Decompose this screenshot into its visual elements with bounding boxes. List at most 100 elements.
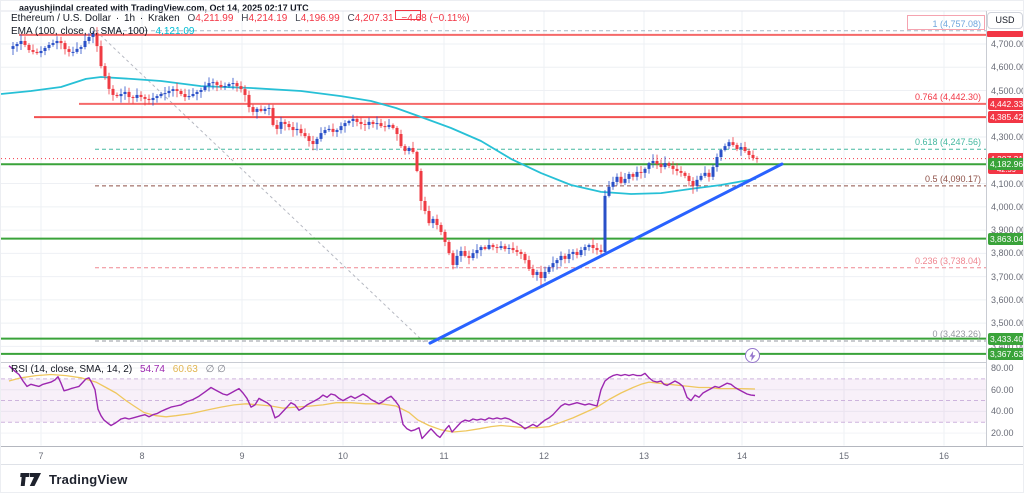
candle-body — [39, 50, 43, 54]
ascending-trendline[interactable] — [428, 162, 784, 345]
candle-body — [79, 47, 83, 49]
candle-body — [379, 123, 383, 127]
selection-box-fib-label — [907, 15, 985, 30]
fib-label-0.5: 0.5 (4,090.17) — [924, 173, 981, 184]
candle-body — [271, 107, 275, 125]
candle-body — [519, 251, 523, 255]
candle-body — [687, 175, 691, 182]
price-badge-4,385.42: 4,385.42 — [988, 111, 1024, 124]
rsi-line[interactable] — [8, 365, 756, 440]
candle-body — [251, 107, 255, 112]
candle-body — [507, 247, 511, 249]
price-tick-3600: 3,600.00 — [991, 294, 1024, 305]
candle-body — [47, 44, 51, 48]
candle-body — [219, 84, 223, 88]
ema-value: 4,121.09 — [155, 26, 195, 37]
candle-body — [207, 83, 211, 87]
candle-body — [447, 241, 451, 254]
time-tick-8: 8 — [139, 451, 145, 461]
candle-body — [215, 82, 219, 85]
chart-canvas[interactable] — [1, 1, 1024, 465]
candle-body — [167, 90, 171, 94]
fib-label-0.764: 0.764 (4,442.30) — [914, 91, 981, 102]
fib-trendline[interactable] — [95, 30, 425, 343]
time-tick-11: 11 — [439, 451, 449, 461]
footer-branding[interactable]: TradingView — [19, 469, 128, 489]
time-tick-16: 16 — [938, 451, 950, 461]
candle-body — [111, 88, 115, 95]
price-badge-3,863.04: 3,863.04 — [988, 232, 1024, 245]
lightning-icon — [749, 350, 756, 361]
ema-legend[interactable]: EMA (100, close, 0, SMA, 100) 4,121.09 — [11, 26, 194, 37]
candle-body — [699, 175, 703, 180]
rsi-tick-20: 20.00 — [991, 428, 1014, 439]
price-tick-4300: 4,300.00 — [991, 132, 1024, 143]
candle-body — [211, 82, 215, 84]
rsi-name: RSI — [11, 364, 28, 375]
candle-body — [343, 123, 347, 127]
candle-body — [619, 176, 623, 183]
candle-body — [23, 40, 27, 45]
close-value: 4,207.31 — [354, 13, 394, 24]
price-badge-3,367.63: 3,367.63 — [988, 347, 1024, 360]
candle-body — [387, 124, 391, 128]
symbol-legend[interactable]: Ethereum / U.S. Dollar · 1h · Kraken O4,… — [11, 13, 470, 24]
tradingview-logo-icon — [20, 473, 41, 486]
candle-body — [351, 118, 355, 121]
candle-body — [375, 123, 379, 125]
candle-body — [199, 90, 203, 92]
candle-body — [463, 251, 467, 256]
candle-body — [187, 96, 191, 98]
candle-body — [535, 271, 539, 275]
candle-body — [359, 121, 363, 125]
candle-body — [563, 255, 567, 259]
time-tick-14: 14 — [736, 451, 748, 461]
symbol-title[interactable]: Ethereum / U.S. Dollar — [11, 13, 112, 24]
low-value: 4,196.99 — [300, 13, 340, 24]
rsi-ma-line[interactable] — [8, 373, 756, 433]
interval-label: 1h — [123, 13, 136, 24]
candle-body — [515, 250, 519, 252]
rsi-tick-80: 80.00 — [991, 363, 1014, 373]
candle-body — [19, 40, 23, 44]
candle-body — [431, 218, 435, 224]
candle-body — [295, 128, 299, 131]
candle-body — [155, 96, 159, 98]
candle-body — [751, 154, 755, 158]
currency-button[interactable]: USD — [987, 12, 1023, 29]
candle-body — [27, 44, 31, 51]
candle-body — [363, 124, 367, 126]
candle-body — [743, 147, 747, 151]
candle-body — [95, 33, 99, 47]
rsi-value: 54.74 — [139, 364, 165, 375]
ema-line[interactable] — [1, 76, 757, 195]
candle-body — [131, 97, 135, 99]
candle-body — [391, 124, 395, 128]
candle-body — [87, 37, 91, 41]
candle-body — [679, 170, 683, 173]
candle-body — [643, 168, 647, 173]
candle-body — [559, 255, 563, 261]
candle-body — [663, 163, 667, 168]
change-value: −4.68 (−0.11%) — [401, 13, 470, 24]
candle-body — [671, 165, 675, 169]
candle-body — [159, 94, 163, 97]
fib-label-1: 1 (4,757.08) — [932, 18, 981, 29]
candle-body — [367, 121, 371, 125]
candle-body — [15, 44, 19, 47]
open-value: 4,211.99 — [195, 13, 234, 24]
candle-body — [511, 247, 515, 251]
rsi-legend[interactable]: RSI (14, close, SMA, 14, 2) 54.74 60.63 … — [11, 364, 226, 375]
quick-trade-bolt-button[interactable] — [745, 348, 760, 363]
candle-body — [451, 253, 455, 265]
candle-body — [355, 118, 359, 122]
candle-body — [479, 247, 483, 251]
candle-body — [487, 244, 491, 249]
candle-body — [711, 167, 715, 177]
candle-body — [163, 93, 167, 95]
time-axis[interactable]: 7 8 9 10 11 12 13 14 15 16 — [1, 446, 1023, 465]
price-axis[interactable]: 4,700.00 4,600.00 4,500.00 4,300.00 4,100.00… — [986, 11, 1024, 446]
candle-body — [407, 147, 411, 151]
candle-body — [103, 66, 107, 77]
